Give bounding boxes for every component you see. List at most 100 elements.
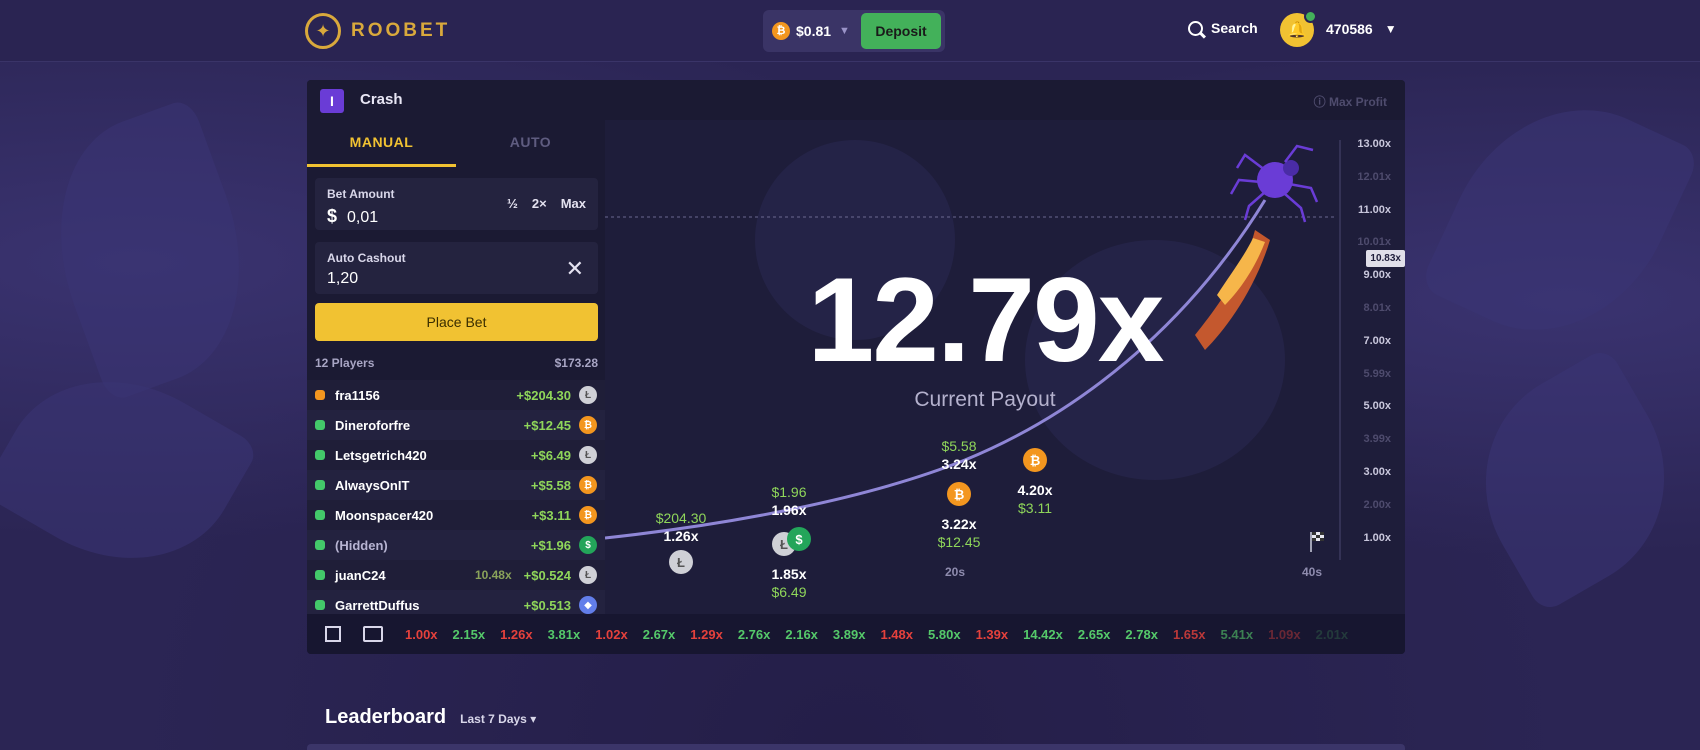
close-icon[interactable]: ✕ [565,256,584,281]
bitcoin-icon: ₿ [1023,448,1047,472]
ltc-coin-icon: Ł [579,386,597,404]
player-name: AlwaysOnIT [335,477,410,493]
history-multiplier[interactable]: 2.16x [785,626,818,642]
player-status-icon [315,510,325,520]
cashout-amount: $5.58 [941,438,977,454]
ltc-coin-icon: Ł [579,446,597,464]
bet-amount-field[interactable]: Bet Amount $0,01 ½ 2× Max [315,178,598,230]
max-profit-link[interactable]: ⓘ Max Profit [1313,95,1387,109]
wallet-selector[interactable]: ₿ $0.81 ▼ Deposit [763,10,945,52]
rocket-flame-core [1217,238,1265,305]
decorative-leaf [20,97,280,403]
leaderboard-period: Last 7 Days [460,712,527,726]
player-status-icon [315,480,325,490]
cashout-amount: $6.49 [771,584,807,600]
history-multiplier[interactable]: 1.65x [1172,626,1206,642]
player-name: (Hidden) [335,537,388,553]
ltc-coin-icon: Ł [579,566,597,584]
leaderboard-period-dropdown[interactable]: Last 7 Days ▾ [460,712,536,726]
bet-amount-value: 0,01 [347,209,379,226]
player-row: AlwaysOnIT +$5.58 ₿ [307,470,605,500]
player-row: Letsgetrich420 +$6.49 Ł [307,440,605,470]
y-axis-tick: 2.00x [1363,498,1391,511]
chevron-down-icon: ▼ [1384,22,1397,36]
crash-history-bar: 1.00x 2.15x 1.26x 3.81x 1.02x 2.67x 1.29x 2.76x… [307,614,1405,654]
spider-legs [1229,144,1319,223]
eth-coin-icon: ◆ [579,596,597,614]
bet-amount-input[interactable]: $0,01 [327,206,378,227]
history-multiplier[interactable]: 1.02x [595,626,628,642]
max-profit-label: Max Profit [1328,95,1387,109]
game-header: I Crash ⓘ Max Profit [307,80,1405,120]
history-multiplier[interactable]: 3.81x [547,626,581,642]
y-axis-tick: 1.00x [1363,531,1391,544]
y-axis-tick: 3.99x [1363,433,1391,446]
chevron-down-icon: ▾ [530,712,537,726]
theater-mode-icon[interactable] [363,626,383,642]
y-axis-tick: 3.00x [1363,466,1391,478]
brand-name: ROOBET [351,20,451,41]
history-multiplier[interactable]: 2.15x [452,626,486,642]
y-axis-tick: 8.01x [1363,302,1391,314]
bet-mode-tabs: MANUAL AUTO [307,120,605,167]
btc-coin-icon: ₿ [579,416,597,434]
history-multiplier[interactable]: 1.29x [690,626,723,642]
notifications-button[interactable]: 🔔 [1280,10,1317,47]
player-status-icon [315,570,325,580]
user-menu[interactable]: 470586 ▼ [1326,21,1397,37]
payout-curve [605,199,1267,540]
cash-icon: $ [787,527,811,551]
auto-cashout-input[interactable]: 1,20 [327,270,359,287]
spider-head [1283,160,1299,176]
leaderboard-header: Leaderboard Last 7 Days ▾ [325,706,536,729]
crash-marker-tag: 10.83x [1366,250,1405,267]
tab-manual[interactable]: MANUAL [307,120,456,167]
y-axis-tick: 11.00x [1357,203,1391,216]
player-profit: +$3.11 [531,507,571,523]
auto-cashout-field[interactable]: Auto Cashout 1,20 ✕ [315,242,598,294]
history-multiplier[interactable]: 5.41x [1220,626,1254,642]
finish-flag-check [1312,532,1316,535]
cashout-amount: $1.96 [771,484,807,500]
half-bet-button[interactable]: ½ [507,196,518,211]
history-multiplier[interactable]: 14.42x [1023,626,1063,642]
decorative-leaf [1418,68,1700,372]
bet-amount-label: Bet Amount [327,187,395,201]
history-multiplier[interactable]: 1.26x [500,626,533,642]
fullscreen-icon[interactable] [325,626,341,642]
max-bet-button[interactable]: Max [560,196,586,211]
bet-quick-actions: ½ 2× Max [507,196,586,211]
litecoin-icon: Ł [669,550,693,574]
history-multiplier[interactable]: 1.48x [880,626,914,642]
tab-auto[interactable]: AUTO [509,134,552,150]
notification-badge [1304,10,1317,23]
player-name: Dineroforfre [335,417,411,433]
history-multiplier[interactable]: 3.89x [832,626,866,642]
search-button[interactable]: Search [1188,20,1258,36]
deposit-button[interactable]: Deposit [861,13,941,49]
brand-logo[interactable]: ✦ ROOBET [305,13,450,49]
player-list: fra1156 +$204.30 Ł Dineroforfre +$12.45 ₿ Lets… [307,380,605,620]
players-summary: 12 Players $173.28 [315,356,598,370]
place-bet-button[interactable]: Place Bet [315,303,598,341]
leaderboard-title: Leaderboard [325,706,447,728]
cashout-multiplier: 4.20x [1017,482,1053,498]
wallet-balance: $0.81 [796,23,832,39]
history-multiplier[interactable]: 1.39x [975,626,1009,642]
decorative-leaf [1442,345,1700,615]
chevron-down-icon[interactable]: ▼ [839,25,850,37]
crash-graph: 12.79x Current Payout 13.00x 12.01x 11.00x… [605,120,1405,614]
history-multiplier[interactable]: 5.80x [928,626,961,642]
history-multiplier[interactable]: 2.01x [1315,626,1349,642]
history-multiplier[interactable]: 2.78x [1125,626,1158,642]
history-multiplier[interactable]: 1.09x [1268,626,1301,642]
y-axis-tick: 5.99x [1363,367,1391,380]
finish-flag-check [1320,538,1324,541]
player-status-icon [315,540,325,550]
double-bet-button[interactable]: 2× [531,196,547,211]
history-multiplier[interactable]: 2.76x [737,626,771,642]
history-multiplier[interactable]: 2.65x [1077,626,1111,642]
history-multiplier[interactable]: 2.67x [642,626,676,642]
current-payout-value: 12.79x [807,253,1164,387]
history-multiplier[interactable]: 1.00x [405,626,438,642]
